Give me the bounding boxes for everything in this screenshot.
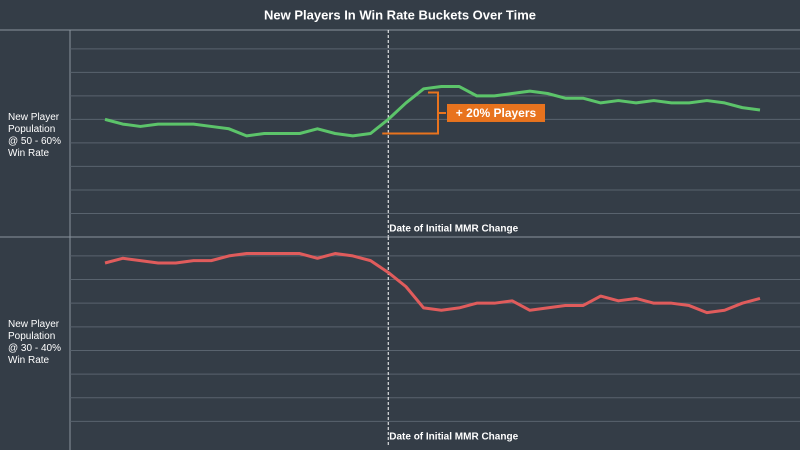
annotation-box [447, 103, 545, 122]
annotation-text: + 20% Players [456, 106, 537, 120]
annotation-bracket [382, 91, 446, 135]
data-line [104, 84, 761, 138]
y-axis-label: New Player Population @ 50 - 60% Win Rat… [8, 111, 61, 159]
event-label: Date of Initial MMR Change [389, 224, 518, 235]
y-axis-label: New Player Population @ 30 - 40% Win Rat… [8, 319, 61, 366]
data-line [104, 252, 761, 315]
event-label: Date of Initial MMR Change [389, 432, 518, 443]
chart-title: New Players In Win Rate Buckets Over Tim… [264, 7, 536, 22]
